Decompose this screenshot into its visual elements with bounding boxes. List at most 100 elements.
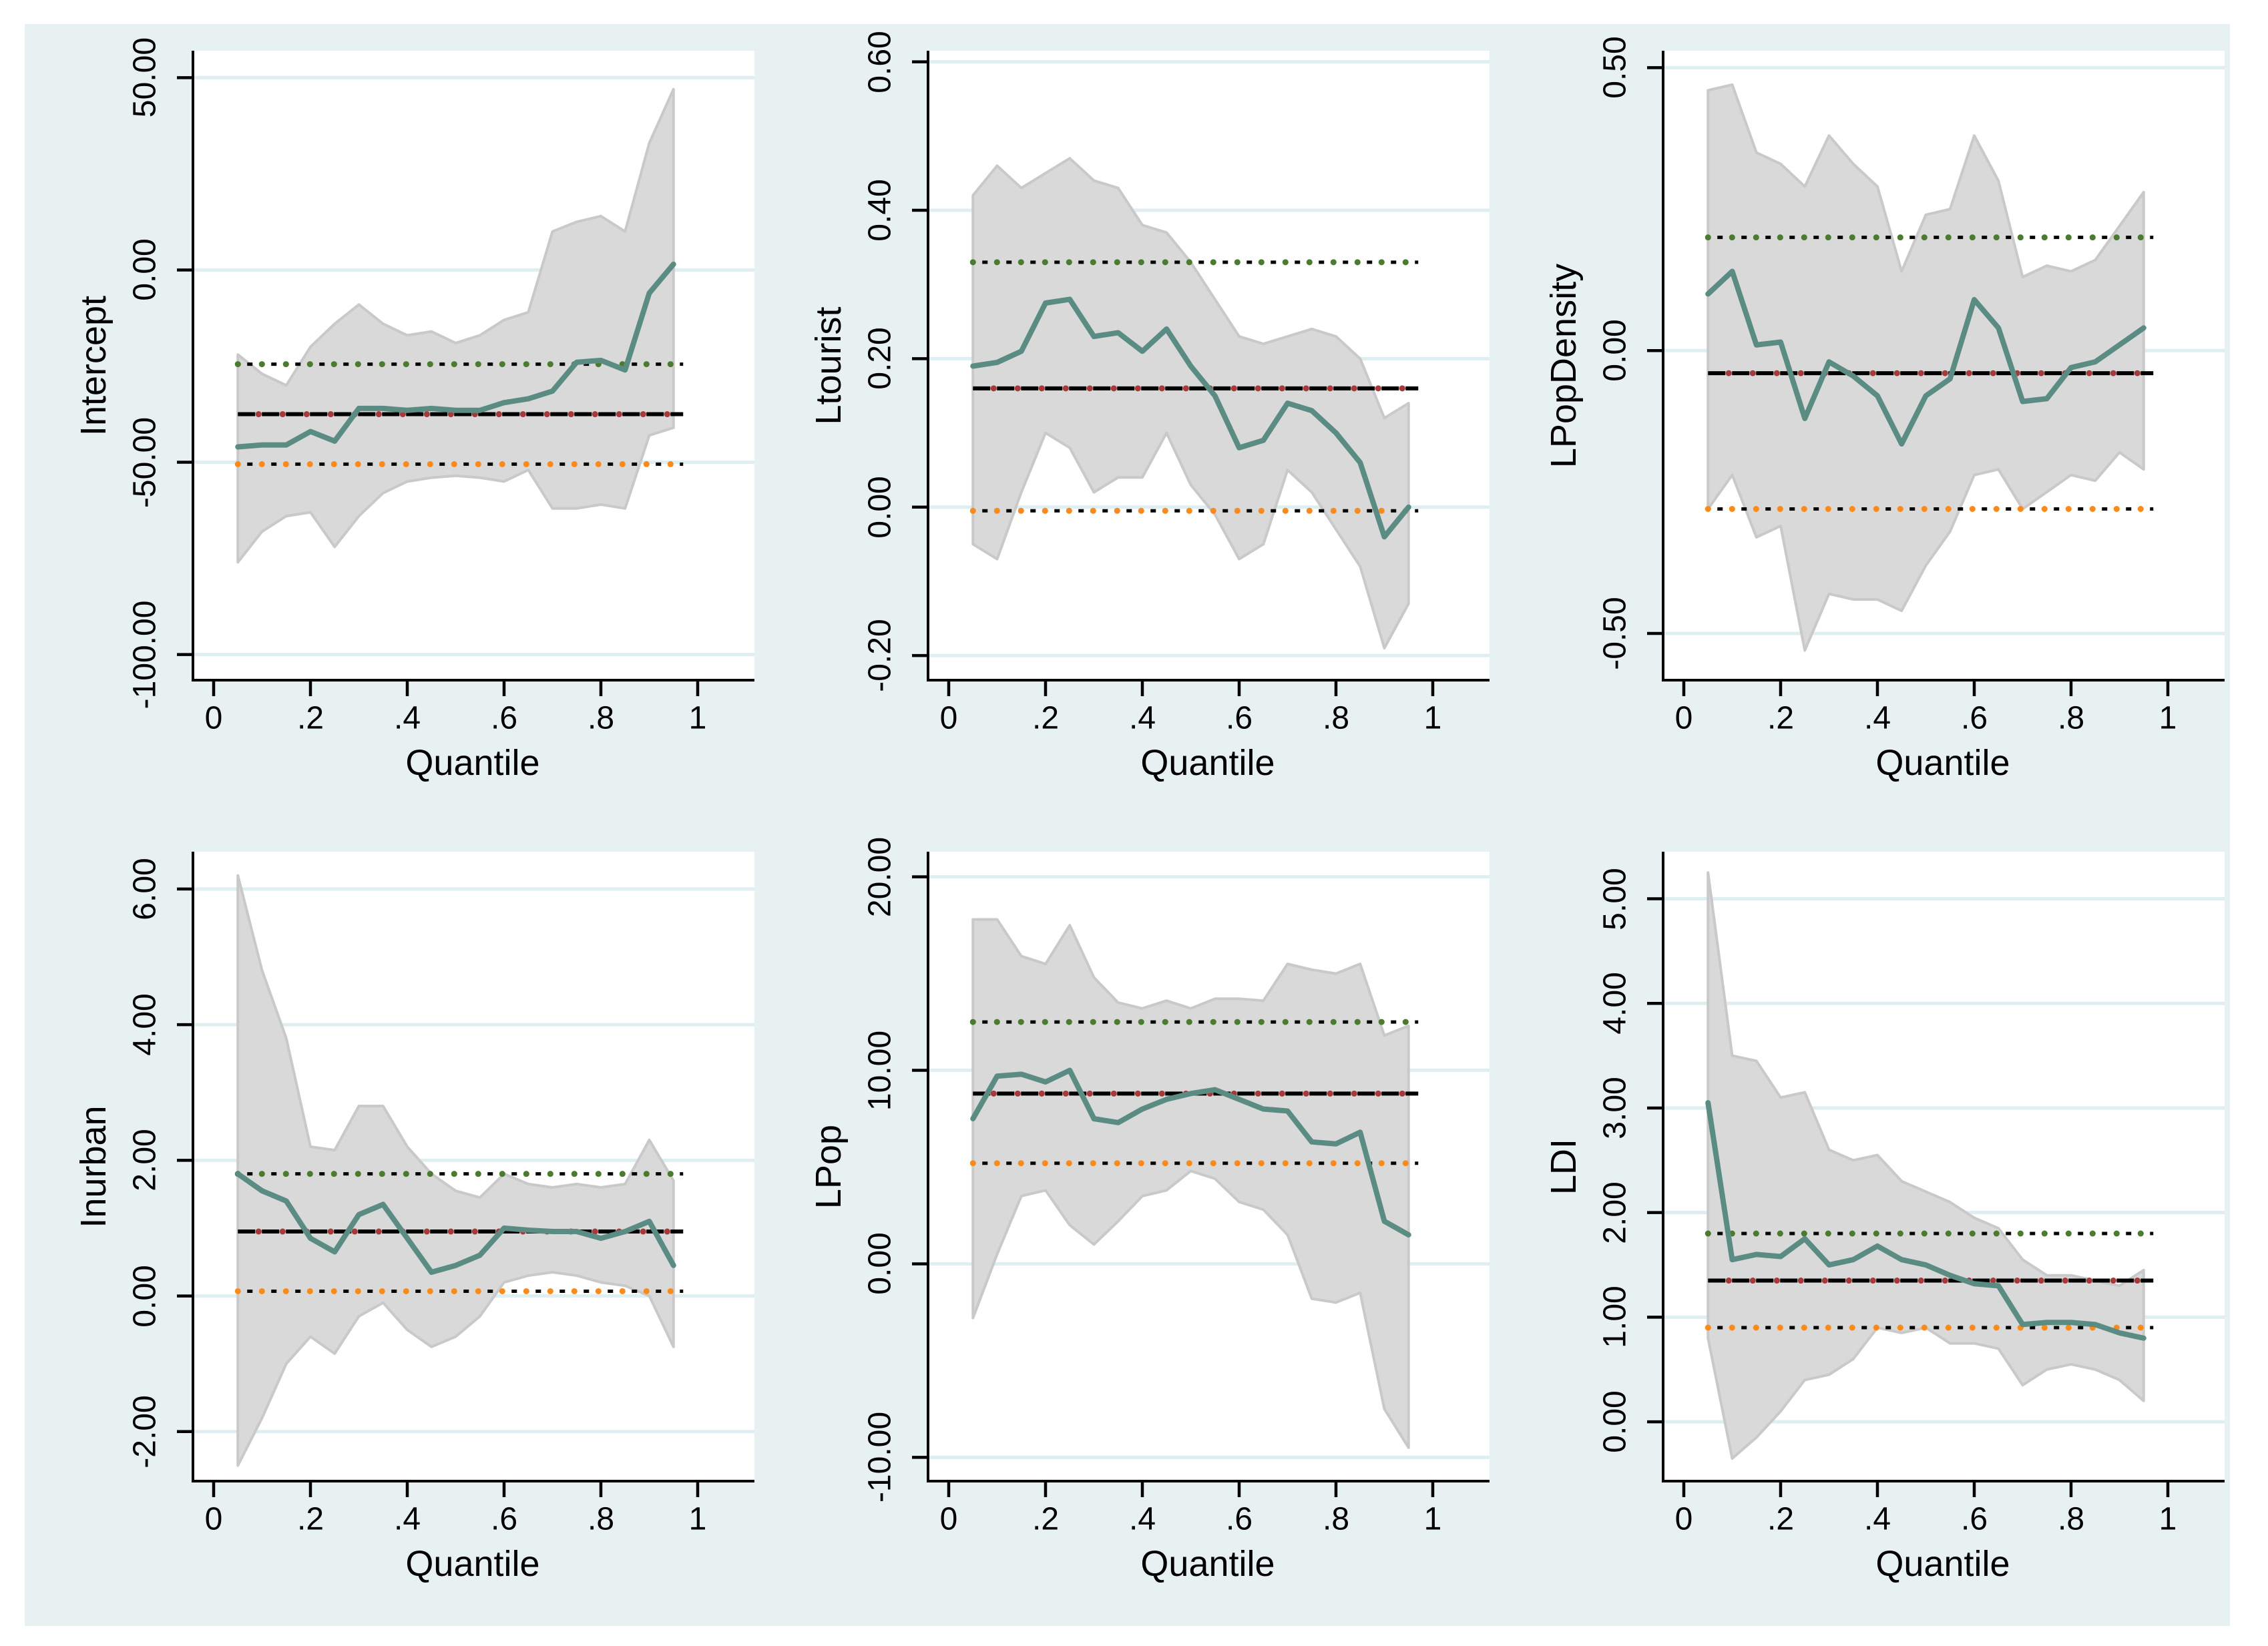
x-tick-label: .2 <box>296 700 324 736</box>
y-tick-label: 0.20 <box>862 327 898 390</box>
x-tick-label: 1 <box>688 1501 707 1537</box>
y-tick-label: 0.00 <box>1597 319 1633 382</box>
x-tick-label: .8 <box>2057 1501 2085 1537</box>
y-axis-title: Ltourist <box>809 306 849 425</box>
y-tick-label: 0.00 <box>1597 1390 1633 1453</box>
plot-area <box>912 852 1490 1497</box>
y-tick-label: 2.00 <box>127 1129 163 1192</box>
x-tick-label: .2 <box>1032 700 1060 736</box>
y-tick-label: 1.00 <box>1597 1286 1633 1349</box>
x-tick-label: 0 <box>1674 1501 1693 1537</box>
x-tick-label: .4 <box>393 1501 421 1537</box>
y-tick-label: 3.00 <box>1597 1077 1633 1139</box>
quantile-estimate-line <box>235 1171 676 1275</box>
x-tick-label: 0 <box>1674 700 1693 736</box>
x-tick-label: .2 <box>296 1501 324 1537</box>
y-axis-title: LPopDensity <box>1544 263 1584 469</box>
quantile-estimate-line <box>235 261 676 450</box>
x-axis-title: Quantile <box>1140 1544 1275 1584</box>
x-tick-label: 1 <box>1423 700 1442 736</box>
x-tick-label: 0 <box>939 1501 958 1537</box>
panel-lpopdensity: LPopDensity Quantile 0.50 0.00 -0.50 0 .2 .4.… <box>1495 24 2230 825</box>
chart-svg <box>1647 51 2225 696</box>
x-tick-label: .2 <box>1767 700 1795 736</box>
y-axis-title: Inurban <box>73 1105 114 1228</box>
y-tick-label: 5.00 <box>1597 867 1633 930</box>
y-tick-label: 20.00 <box>862 836 898 917</box>
x-tick-label: .6 <box>490 700 518 736</box>
chart-svg <box>177 51 754 696</box>
y-tick-label: 0.00 <box>127 1264 163 1328</box>
x-tick-label: .6 <box>1960 700 1988 736</box>
x-tick-label: .8 <box>2057 700 2085 736</box>
y-tick-label: 0.60 <box>862 30 898 93</box>
chart-svg <box>912 51 1490 696</box>
x-tick-label: .8 <box>1322 700 1350 736</box>
x-tick-label: 1 <box>1423 1501 1442 1537</box>
confidence-band <box>1707 871 2145 1460</box>
x-axis-title: Quantile <box>1875 743 2010 783</box>
x-tick-label: .4 <box>1128 700 1156 736</box>
x-tick-label: .2 <box>1032 1501 1060 1537</box>
confidence-band <box>236 87 675 564</box>
y-tick-label: -0.20 <box>862 619 898 692</box>
y-axis-title: LDI <box>1544 1138 1584 1195</box>
plot-area <box>912 51 1490 696</box>
x-tick-label: .8 <box>587 1501 615 1537</box>
confidence-band <box>971 157 1410 649</box>
x-tick-label: .2 <box>1767 1501 1795 1537</box>
y-tick-label: -100.00 <box>127 600 163 710</box>
x-axis-title: Quantile <box>1875 1544 2010 1584</box>
y-tick-label: 6.00 <box>127 858 163 920</box>
plot-area <box>1647 51 2225 696</box>
quantile-estimate-line <box>970 296 1411 540</box>
confidence-band <box>236 874 675 1467</box>
chart-svg <box>912 852 1490 1497</box>
y-tick-label: 0.00 <box>862 1232 898 1296</box>
y-tick-label: -50.00 <box>127 417 163 508</box>
quantile-estimate-line <box>970 1067 1411 1238</box>
x-tick-label: .4 <box>1863 1501 1891 1537</box>
quantile-estimate-line <box>1705 1100 2146 1341</box>
x-tick-label: 1 <box>688 700 707 736</box>
plot-area <box>177 51 754 696</box>
panel-ldi: LDI Quantile 5.00 4.00 3.00 2.00 1.00 0.00 0 .2… <box>1495 825 2230 1626</box>
x-tick-label: 0 <box>204 700 223 736</box>
y-tick-label: -2.00 <box>127 1395 163 1468</box>
y-tick-label: 0.40 <box>862 179 898 242</box>
y-axis-title: Intercept <box>73 295 114 437</box>
quantile-estimate-line <box>1705 268 2146 447</box>
panel-inurban: Inurban Quantile 6.00 4.00 2.00 0.00 -2.00 0.… <box>25 825 760 1626</box>
x-tick-label: 1 <box>2159 1501 2177 1537</box>
y-tick-label: 0.00 <box>127 238 163 302</box>
x-axis-title: Quantile <box>1140 743 1275 783</box>
figure: Intercept Quantile 50.00 0.00 -50.00 -100.0… <box>25 24 2230 1626</box>
x-tick-label: 0 <box>939 700 958 736</box>
x-tick-label: 1 <box>2159 700 2177 736</box>
x-tick-label: .6 <box>1960 1501 1988 1537</box>
panel-ltourist: Ltourist Quantile 0.60 0.40 0.20 0.00 -0.20 0… <box>760 24 1495 825</box>
x-axis-title: Quantile <box>405 1544 540 1584</box>
x-tick-label: .8 <box>587 700 615 736</box>
plot-area <box>1647 852 2225 1497</box>
x-axis-title: Quantile <box>405 743 540 783</box>
y-tick-label: 0.50 <box>1597 36 1633 99</box>
x-tick-label: .6 <box>1225 1501 1253 1537</box>
confidence-band <box>971 918 1410 1449</box>
y-tick-label: 4.00 <box>127 993 163 1056</box>
x-tick-label: .6 <box>490 1501 518 1537</box>
plot-area <box>177 852 754 1497</box>
y-tick-label: -10.00 <box>862 1412 898 1503</box>
x-tick-label: .4 <box>1863 700 1891 736</box>
y-tick-label: 0.00 <box>862 476 898 539</box>
x-tick-label: 0 <box>204 1501 223 1537</box>
x-tick-label: .4 <box>393 700 421 736</box>
x-tick-label: .6 <box>1225 700 1253 736</box>
y-tick-label: 4.00 <box>1597 972 1633 1035</box>
x-tick-label: .4 <box>1128 1501 1156 1537</box>
y-tick-label: 50.00 <box>127 37 163 118</box>
panel-lpop: LPop Quantile 20.00 10.00 0.00 -10.00 0 .2 .4.… <box>760 825 1495 1626</box>
chart-svg <box>177 852 754 1497</box>
y-tick-label: 10.00 <box>862 1030 898 1111</box>
y-axis-title: LPop <box>809 1124 849 1209</box>
